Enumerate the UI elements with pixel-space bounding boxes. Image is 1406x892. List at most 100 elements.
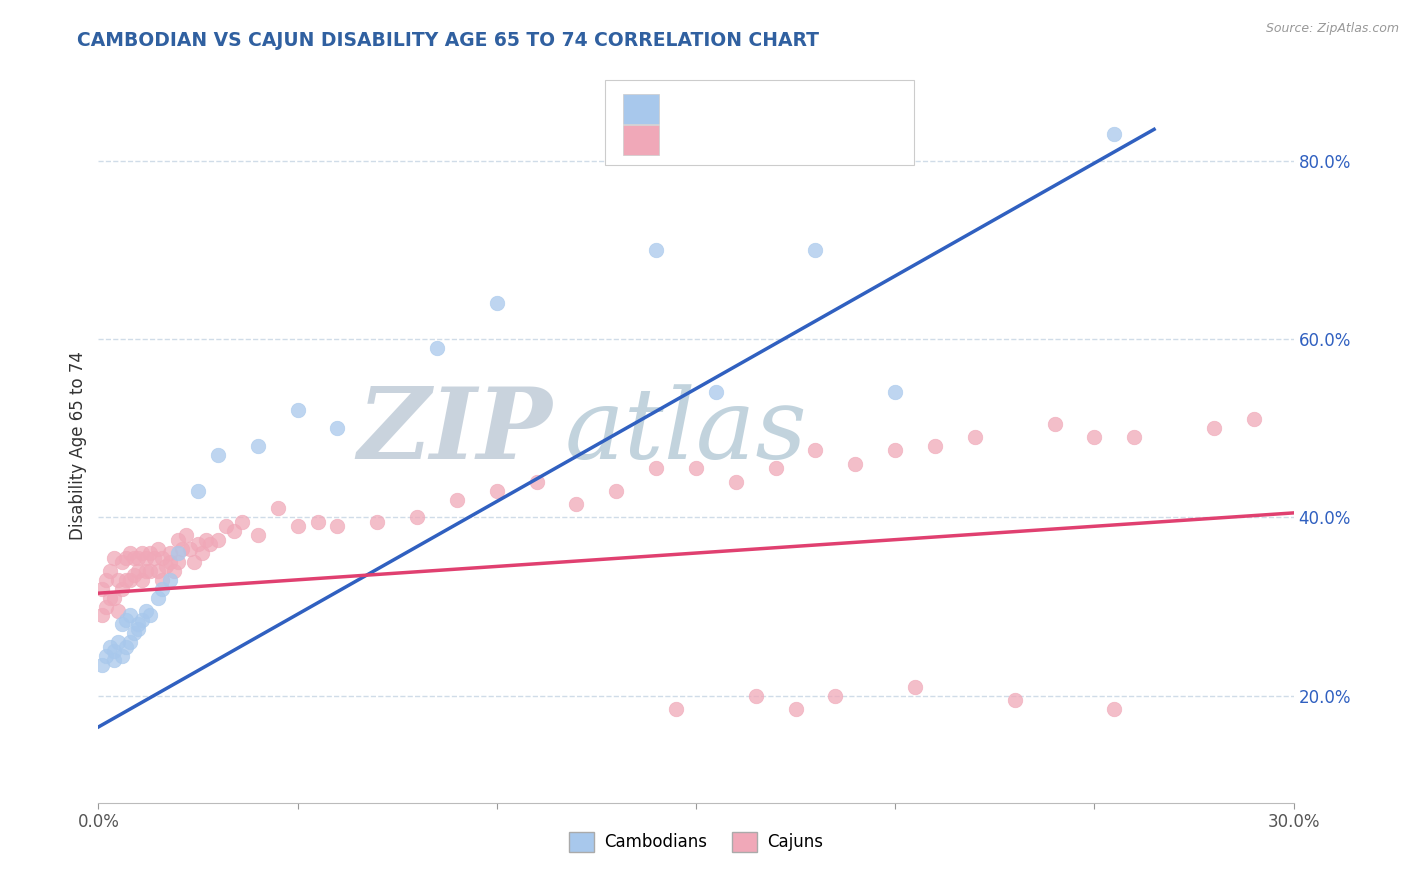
Point: [183, 555, 205, 569]
Point: [406, 510, 429, 524]
Point: [804, 243, 827, 257]
Point: [150, 573, 173, 587]
Point: [1004, 693, 1026, 707]
Point: [167, 533, 190, 547]
Point: [785, 702, 807, 716]
Point: [159, 546, 181, 560]
Text: CAMBODIAN VS CAJUN DISABILITY AGE 65 TO 74 CORRELATION CHART: CAMBODIAN VS CAJUN DISABILITY AGE 65 TO …: [77, 31, 820, 50]
Point: [1104, 127, 1126, 141]
Point: [485, 296, 508, 310]
Point: [307, 515, 329, 529]
Point: [187, 537, 209, 551]
Point: [96, 648, 118, 663]
Point: [155, 559, 177, 574]
Point: [98, 640, 122, 654]
Point: [139, 546, 162, 560]
Point: [167, 555, 190, 569]
Y-axis label: Disability Age 65 to 74: Disability Age 65 to 74: [69, 351, 87, 541]
Point: [143, 550, 166, 565]
Point: [884, 385, 907, 400]
Point: [724, 475, 747, 489]
Point: [824, 689, 846, 703]
Point: [326, 519, 349, 533]
Point: [115, 573, 138, 587]
Point: [127, 622, 149, 636]
Point: [207, 448, 229, 462]
Point: [645, 243, 668, 257]
Point: [124, 626, 146, 640]
Text: R =  0.116   N = 82: R = 0.116 N = 82: [665, 128, 828, 145]
Point: [704, 385, 727, 400]
Point: [167, 546, 190, 560]
Point: [366, 515, 388, 529]
Point: [120, 573, 142, 587]
Point: [485, 483, 508, 498]
Point: [98, 564, 122, 578]
Text: Source: ZipAtlas.com: Source: ZipAtlas.com: [1265, 22, 1399, 36]
Point: [526, 475, 548, 489]
Point: [884, 443, 907, 458]
Point: [198, 537, 221, 551]
Text: R = 0.707   N = 34: R = 0.707 N = 34: [665, 95, 823, 113]
Point: [120, 635, 142, 649]
Point: [103, 653, 125, 667]
Point: [924, 439, 946, 453]
Point: [172, 541, 194, 556]
Point: [111, 555, 134, 569]
Point: [103, 591, 125, 605]
Point: [124, 568, 146, 582]
Point: [267, 501, 290, 516]
Point: [804, 443, 827, 458]
Point: [120, 546, 142, 560]
Point: [904, 680, 927, 694]
Point: [287, 403, 309, 417]
Point: [91, 608, 114, 623]
Point: [231, 515, 253, 529]
Point: [215, 519, 238, 533]
Point: [124, 550, 146, 565]
Point: [187, 483, 209, 498]
Point: [1104, 702, 1126, 716]
Point: [246, 528, 269, 542]
Point: [1083, 430, 1105, 444]
Point: [565, 497, 588, 511]
Point: [127, 550, 149, 565]
Point: [446, 492, 468, 507]
Point: [135, 550, 157, 565]
Point: [135, 604, 157, 618]
Point: [103, 644, 125, 658]
Point: [115, 613, 138, 627]
Point: [150, 550, 173, 565]
Point: [326, 421, 349, 435]
Point: [96, 573, 118, 587]
Point: [91, 657, 114, 672]
Point: [159, 555, 181, 569]
Point: [148, 541, 170, 556]
Point: [685, 461, 707, 475]
Point: [765, 461, 787, 475]
Point: [107, 604, 129, 618]
Point: [745, 689, 768, 703]
Point: [148, 591, 170, 605]
Point: [111, 648, 134, 663]
Point: [96, 599, 118, 614]
Point: [174, 528, 197, 542]
Point: [148, 564, 170, 578]
Point: [159, 573, 181, 587]
Point: [115, 640, 138, 654]
Point: [131, 573, 153, 587]
Point: [111, 582, 134, 596]
Point: [98, 591, 122, 605]
Point: [605, 483, 627, 498]
Point: [207, 533, 229, 547]
Point: [163, 564, 186, 578]
Point: [91, 582, 114, 596]
Point: [131, 546, 153, 560]
Point: [665, 702, 688, 716]
Point: [195, 533, 218, 547]
Point: [191, 546, 214, 560]
Point: [179, 541, 201, 556]
Point: [139, 608, 162, 623]
Point: [963, 430, 986, 444]
Point: [645, 461, 668, 475]
